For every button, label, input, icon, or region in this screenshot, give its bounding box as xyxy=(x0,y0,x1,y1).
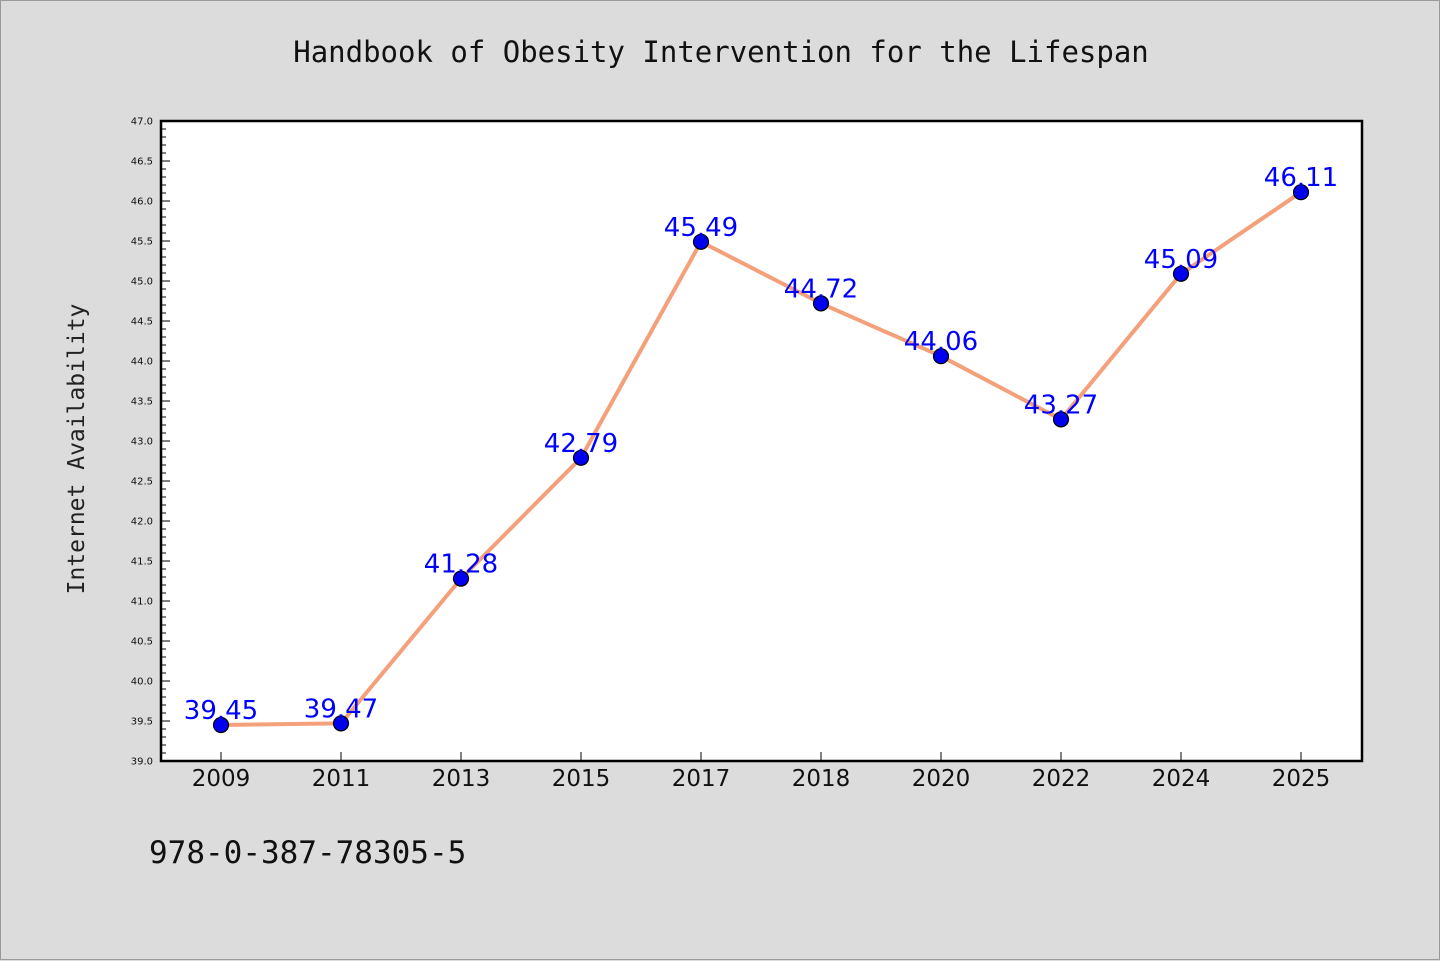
y-tick-label: 43.5 xyxy=(131,397,153,408)
series-line xyxy=(220,190,1303,727)
y-axis: 39.0 39.5 40.0 40.5 41.0 41.5 42.0 42.5 43.0 43.5… xyxy=(131,117,170,768)
data-point xyxy=(452,570,470,587)
y-tick-label: 42.5 xyxy=(131,477,153,488)
y-tick-label: 46.5 xyxy=(131,157,153,168)
chart-title: Handbook of Obesity Intervention for the… xyxy=(293,35,1149,69)
data-point xyxy=(332,715,350,732)
y-tick-label: 40.5 xyxy=(131,637,153,648)
data-point xyxy=(692,233,710,250)
y-tick-label: 44.0 xyxy=(131,357,153,368)
data-label: 46.11 xyxy=(1264,163,1338,193)
x-tick-label: 2017 xyxy=(672,766,731,792)
data-label: 45.49 xyxy=(664,213,738,243)
plot-area xyxy=(159,119,1364,763)
y-tick-label: 43.0 xyxy=(131,437,153,448)
data-labels: 39.45 39.47 41.28 42.79 45.49 44.72 44.06 43.27… xyxy=(184,163,1338,726)
y-tick-label: 40.0 xyxy=(131,677,153,688)
data-label: 42.79 xyxy=(544,429,618,459)
data-label: 44.06 xyxy=(904,327,978,357)
data-label: 44.72 xyxy=(784,274,858,304)
x-tick-label: 2013 xyxy=(432,766,491,792)
series xyxy=(212,184,1310,734)
data-label: 39.45 xyxy=(184,696,258,726)
x-tick-label: 2020 xyxy=(912,766,971,792)
y-tick-label: 44.5 xyxy=(131,317,153,328)
data-point xyxy=(212,716,230,734)
data-point xyxy=(1172,265,1190,282)
data-label: 39.47 xyxy=(304,694,378,724)
data-point xyxy=(812,295,830,312)
y-tick-label: 39.5 xyxy=(131,717,153,728)
isbn-text: 978-0-387-78305-5 xyxy=(149,835,467,871)
x-tick-label: 2022 xyxy=(1032,766,1091,792)
data-label: 41.28 xyxy=(424,550,498,580)
data-point xyxy=(932,348,950,365)
y-tick-label: 47.0 xyxy=(131,117,153,128)
data-label: 43.27 xyxy=(1024,390,1098,420)
data-point xyxy=(572,449,590,466)
x-tick-label: 2011 xyxy=(312,766,371,792)
y-tick-label: 45.5 xyxy=(131,237,153,248)
data-point xyxy=(1052,411,1070,428)
data-point xyxy=(1292,184,1310,201)
y-tick-label: 42.0 xyxy=(131,517,153,528)
y-tick-label: 41.5 xyxy=(131,557,153,568)
y-tick-label: 45.0 xyxy=(131,277,153,288)
x-tick-label: 2009 xyxy=(192,766,251,792)
y-tick-label: 39.0 xyxy=(131,757,153,768)
y-tick-label: 41.0 xyxy=(131,597,153,608)
data-label: 45.09 xyxy=(1144,245,1218,275)
x-tick-label: 2024 xyxy=(1152,766,1211,792)
x-tick-label: 2015 xyxy=(552,766,611,792)
y-tick-label: 46.0 xyxy=(131,197,153,208)
x-tick-label: 2018 xyxy=(792,766,851,792)
x-axis: 2009 2011 2013 2015 2017 2018 2020 2022 2024 2025 xyxy=(192,752,1331,792)
x-tick-label: 2025 xyxy=(1272,766,1331,792)
